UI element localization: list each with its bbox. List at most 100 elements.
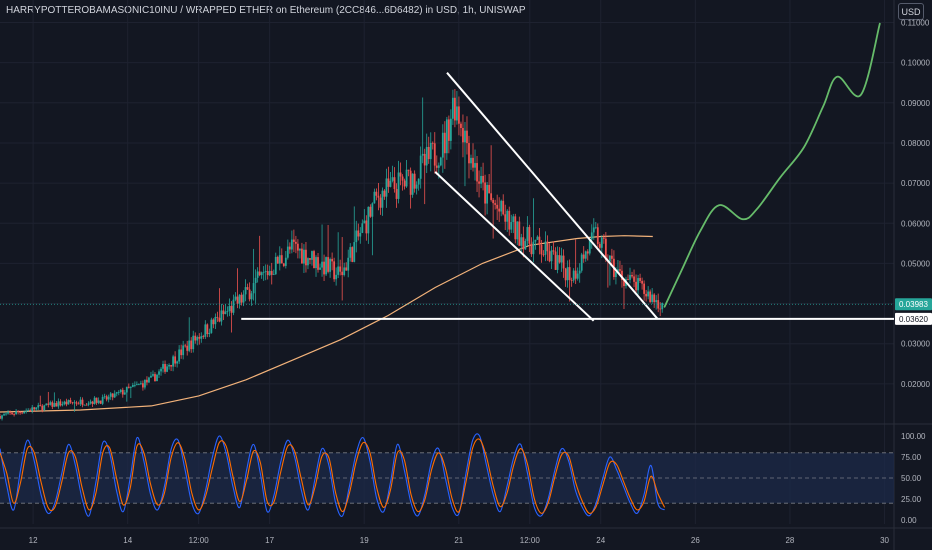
candle-body [407, 169, 410, 171]
time-tick-label: 12:00 [189, 536, 210, 545]
candle-body [383, 190, 386, 197]
candle-body [232, 299, 235, 313]
candle-body [532, 241, 535, 255]
candle-body [81, 399, 84, 406]
candle-body [15, 411, 18, 415]
candle-body [246, 287, 249, 290]
candle-body [131, 385, 134, 387]
candle-body [264, 271, 267, 272]
candle-body [276, 256, 279, 264]
candle-body [425, 146, 428, 166]
price-tick-label: 0.06000 [901, 219, 930, 228]
candle-body [109, 393, 112, 397]
candle-body [371, 203, 374, 217]
candle-body [443, 132, 446, 154]
candle-body [641, 280, 643, 284]
candle-body [393, 177, 396, 189]
candle-body [375, 191, 378, 196]
candle-body [41, 405, 44, 411]
candle-body [653, 294, 656, 303]
candle-body [115, 392, 118, 394]
candle-body [178, 349, 181, 362]
price-tick-label: 0.07000 [901, 179, 930, 188]
candle-body [466, 130, 468, 144]
candle-body [301, 248, 303, 264]
candle-body [331, 258, 334, 262]
candle-body [244, 287, 247, 295]
candle-body [409, 170, 412, 195]
candle-body [357, 230, 360, 237]
candle-body [512, 216, 515, 223]
candle-body [288, 246, 291, 250]
candle-body [307, 258, 309, 266]
candle-body [162, 364, 164, 369]
candle-body [339, 266, 342, 272]
candle-body [582, 254, 585, 259]
chart-title: HARRYPOTTEROBAMASONIC10INU / WRAPPED ETH… [6, 5, 526, 16]
candle-body [125, 386, 128, 393]
candle-body [248, 289, 251, 300]
candle-body [37, 405, 40, 408]
candle-body [550, 250, 553, 262]
candle-body [101, 396, 104, 404]
candle-body [379, 197, 382, 208]
candle-body [623, 280, 625, 287]
candle-body [345, 267, 348, 271]
candle-body [472, 157, 474, 168]
candle-body [558, 255, 561, 263]
oscillator-tick-label: 25.00 [901, 495, 922, 504]
projection-path [663, 22, 881, 308]
time-tick-label: 30 [880, 536, 889, 545]
candle-body [333, 261, 336, 280]
candle-body [103, 396, 106, 398]
currency-button[interactable]: USD [898, 3, 924, 20]
candle-body [439, 157, 442, 166]
candle-body [25, 410, 28, 412]
candle-body [266, 271, 269, 276]
candle-body [574, 270, 577, 279]
candle-body [427, 146, 430, 160]
candle-body [401, 176, 404, 181]
candle-body [321, 261, 323, 268]
candle-body [367, 206, 370, 234]
candle-body [526, 227, 529, 241]
candle-body [604, 238, 607, 260]
candle-body [55, 403, 58, 407]
candle-body [560, 255, 563, 263]
candle-body [73, 402, 76, 404]
candle-body [661, 303, 664, 310]
candle-body [343, 267, 346, 276]
candle-body [156, 374, 158, 382]
candle-body [538, 236, 541, 245]
candle-body [542, 254, 545, 256]
candle-body [403, 180, 406, 187]
candle-body [23, 411, 26, 414]
candle-body [478, 181, 480, 184]
candle-body [309, 258, 311, 260]
candle-body [154, 374, 156, 382]
candle-body [63, 401, 66, 405]
price-tick-label: 0.10000 [901, 59, 930, 68]
candle-body [657, 300, 660, 309]
candle-body [119, 389, 122, 393]
candle-body [397, 172, 400, 199]
time-tick-label: 24 [596, 536, 605, 545]
candle-body [351, 247, 354, 262]
candle-body [520, 237, 523, 246]
candle-body [335, 274, 338, 280]
candle-body [317, 257, 319, 270]
candle-body [105, 396, 108, 400]
candle-body [645, 293, 648, 297]
candle-body [135, 384, 138, 386]
candle-body [502, 200, 505, 215]
candle-body [17, 411, 20, 413]
candle-body [274, 256, 277, 275]
candle-body [514, 216, 517, 240]
candle-body [272, 274, 275, 276]
candle-body [31, 407, 34, 412]
price-tick-label: 0.09000 [901, 99, 930, 108]
candle-body [144, 379, 146, 388]
candle-body [180, 349, 183, 356]
